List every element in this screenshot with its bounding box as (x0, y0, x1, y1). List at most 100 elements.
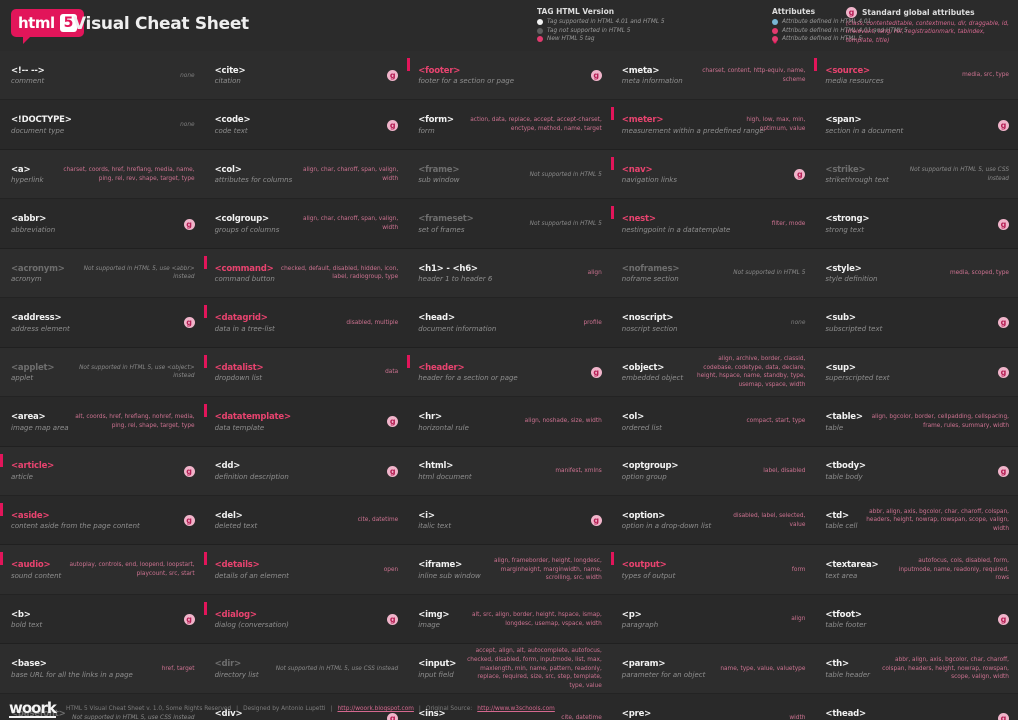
tag-description: option group (621, 472, 667, 481)
tag-info: <nav> navigation links (622, 153, 677, 196)
support-note: Not supported in HTML 5 (733, 270, 806, 277)
attribute-list[interactable]: open (383, 566, 399, 573)
attribute-list[interactable]: label, disabled (763, 467, 806, 474)
tag-description: sub window (418, 176, 460, 185)
tag-meta: checked, default, disabled, hidden, icon… (275, 252, 398, 295)
attribute-list[interactable]: charset, content, http-equiv, name, sche… (702, 68, 806, 83)
attribute-list[interactable]: align (791, 616, 806, 623)
attribute-list[interactable]: name, type, value, valuetype (720, 665, 806, 672)
tag-meta: g (289, 450, 399, 493)
attribute-list[interactable]: checked, default, disabled, hidden, icon… (280, 265, 399, 281)
tag-description: applet (11, 374, 34, 383)
attribute-list[interactable]: href, target (161, 665, 195, 672)
attribute-list[interactable]: form (791, 566, 806, 573)
attribute-list[interactable]: charset, coords, href, hreflang, media, … (63, 166, 195, 182)
tag-name: <th> (825, 659, 849, 670)
attribute-list[interactable]: align, char, charoff, span, valign, widt… (302, 216, 399, 232)
attribute-list[interactable]: profile (583, 319, 602, 326)
tag-info: <command> command button (215, 252, 275, 295)
tag-meta: g (518, 351, 602, 394)
attribute-list[interactable]: alt, coords, href, hreflang, nohref, med… (75, 414, 195, 429)
attribute-list[interactable]: align, archive, border, classid, codebas… (696, 355, 806, 389)
tag-meta: media, scoped, type (877, 252, 1009, 295)
tag-name: <param> (621, 659, 666, 670)
tag-description: definition description (214, 472, 289, 481)
global-attrs-badge-icon: g (590, 515, 602, 527)
attribute-list[interactable]: disabled, label, selected, value (733, 512, 806, 528)
tag-description: groups of columns (214, 225, 280, 234)
tag-info: <h1> - <h6> header 1 to header 6 (418, 252, 492, 295)
tag-info: <noscript> noscript section (622, 301, 678, 344)
tag-entry: <table> table align, bgcolor, border, ce… (814, 397, 1018, 447)
attribute-list[interactable]: media, src, type (962, 72, 1009, 79)
attribute-list[interactable]: cite, datetime (561, 715, 602, 720)
tag-name: <command> (214, 263, 274, 274)
attribute-list[interactable]: abbr, align, axis, bgcolor, char, charof… (866, 508, 1009, 532)
attribute-list[interactable]: accept, align, alt, autocomplete, autofo… (467, 648, 602, 689)
tag-name: <address> (11, 313, 62, 324)
no-attributes-note: none (180, 122, 195, 129)
tag-name: <meta> (621, 65, 660, 76)
global-attrs-badge-icon: g (998, 366, 1009, 378)
tag-entry: <option> option in a drop-down list disa… (610, 495, 815, 546)
tag-meta: cite, datetime (257, 499, 399, 542)
legend-tag-version-title: TAG HTML Version (537, 7, 615, 16)
legend-label: Tag not supported in HTML 5 (547, 27, 631, 34)
tag-info: <nest> nestingpoint in a datatemplate (621, 202, 731, 245)
attribute-list[interactable]: manifest, xmlns (555, 467, 602, 474)
tag-name: <datagrid> (214, 313, 268, 324)
tag-description: code text (214, 126, 248, 135)
tag-info: <dd> definition description (215, 450, 289, 493)
tag-meta: accept, align, alt, autocomplete, autofo… (456, 647, 602, 690)
attribute-list[interactable]: data (385, 369, 399, 375)
attribute-list[interactable]: width (789, 715, 806, 720)
legend-label: Attribute defined in HTML 4.01 (782, 19, 872, 25)
tag-meta: align, char, charoff, span, valign, widt… (279, 202, 398, 245)
tag-meta: label, disabled (678, 450, 805, 493)
attribute-list[interactable]: align (587, 270, 602, 277)
attribute-list[interactable]: align, char, charoff, span, valign, widt… (302, 166, 399, 182)
attribute-list[interactable]: alt, src, align, border, height, hspace,… (472, 611, 602, 627)
page-title: Visual Cheat Sheet (73, 14, 249, 34)
tag-entry: <th> table header abbr, align, axis, bgc… (814, 644, 1018, 694)
attribute-list[interactable]: high, low, max, min, optimum, value (746, 117, 806, 133)
tag-entry: <command> command button checked, defaul… (203, 248, 408, 299)
attribute-list[interactable]: autofocus, cols, disabled, form, inputmo… (898, 558, 1009, 582)
attribute-list[interactable]: abbr, align, axis, bgcolor, char, charof… (882, 656, 1009, 681)
tag-entry: <base> base URL for all the links in a p… (0, 644, 204, 694)
attribute-list[interactable]: cite, datetime (357, 517, 399, 524)
tag-info: <audio> sound content (11, 548, 61, 591)
attribute-list[interactable]: disabled, multiple (346, 319, 399, 326)
tag-entry: <aside> content aside from the page cont… (0, 495, 204, 546)
tag-info: <input> input field (418, 647, 456, 690)
attribute-list[interactable]: align, bgcolor, border, cellpadding, cel… (871, 414, 1009, 429)
tag-entry: <noscript> noscript section none (610, 298, 815, 348)
tag-description: hyperlink (11, 176, 44, 185)
tag-name: <nest> (621, 214, 656, 225)
tag-info: <abbr> abbreviation (11, 202, 55, 245)
tag-column: <meta> meta information charset, content… (610, 51, 815, 720)
global-attrs-badge-icon: g (998, 317, 1009, 329)
footer-link[interactable]: http://www.w3schools.com (477, 706, 555, 712)
tag-meta: g (292, 697, 399, 720)
attribute-list[interactable]: action, data, replace, accept, accept-ch… (470, 117, 602, 133)
tag-name: <del> (214, 510, 243, 521)
attribute-list[interactable]: media, scoped, type (949, 270, 1009, 277)
tag-name: <tfoot> (825, 609, 862, 620)
attribute-list[interactable]: filter, mode (771, 220, 806, 227)
tag-info: <dialog> dialog (conversation) (215, 598, 289, 641)
attribute-list[interactable]: autoplay, controls, end, loopend, loopst… (69, 562, 195, 578)
footer-link[interactable]: http://woork.blogspot.com (337, 706, 414, 712)
attribute-list[interactable]: compact, start, type (746, 418, 806, 425)
tag-description: base URL for all the links in a page (11, 670, 133, 679)
tag-description: measurement within a predefined range (621, 126, 764, 135)
attribute-list[interactable]: align, frameborder, height, longdesc, ma… (494, 558, 602, 582)
tag-entry: <details> details of an element open (203, 545, 408, 595)
tag-name: <object> (621, 362, 665, 373)
tag-name: <dialog> (214, 609, 257, 620)
tag-description: header for a section or page (418, 374, 518, 383)
attribute-list[interactable]: align, noshade, size, width (524, 418, 602, 425)
tag-description: table (825, 423, 844, 432)
tag-entry: <basefont> base font Not supported in HT… (0, 693, 204, 720)
tag-entry: <col> attributes for columns align, char… (203, 149, 408, 200)
